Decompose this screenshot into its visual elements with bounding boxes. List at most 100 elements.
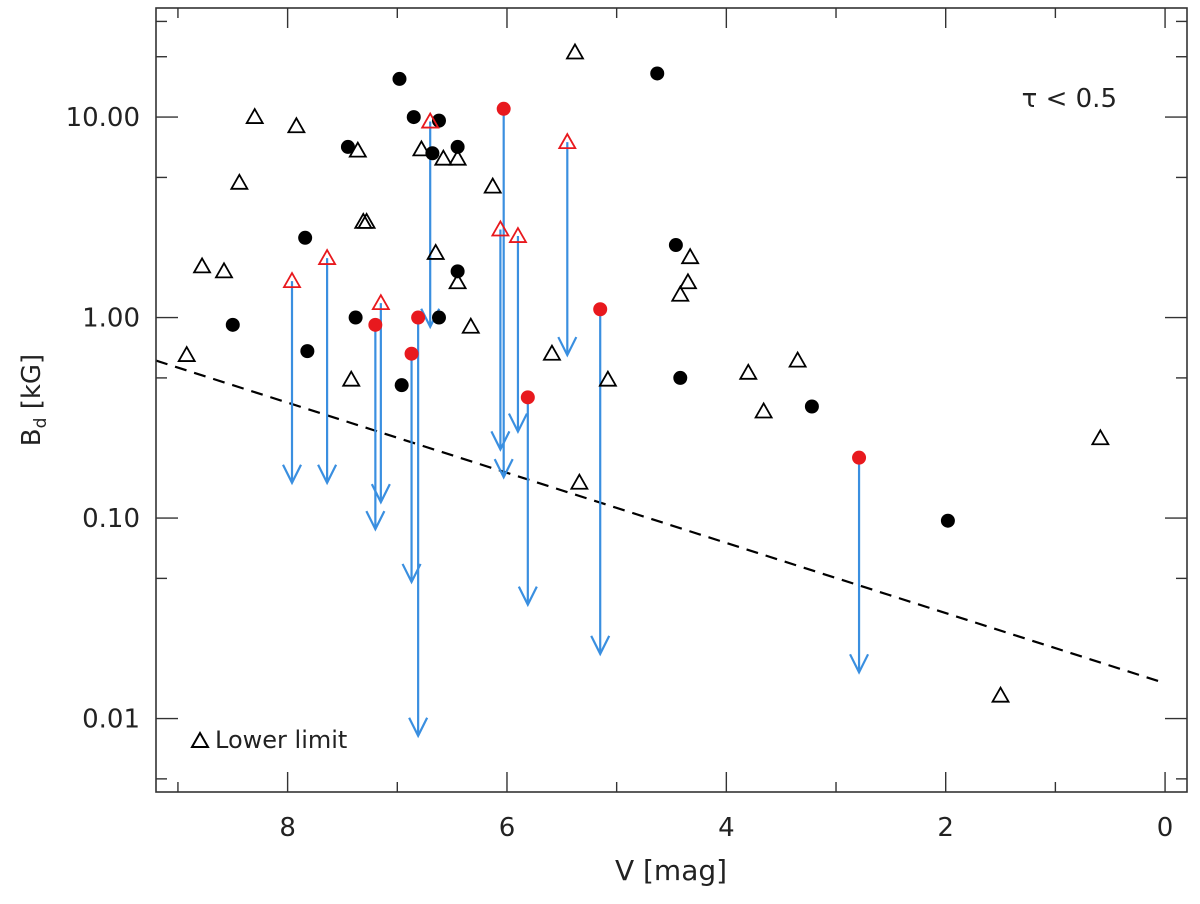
x-tick-label: 4 <box>718 813 735 843</box>
detection-point <box>450 139 465 154</box>
lower-limit-triangle <box>433 148 453 166</box>
upper-limit-arrow <box>370 303 391 505</box>
lower-limit-triangle <box>229 172 249 190</box>
lower-limit-triangle <box>680 247 700 265</box>
arrow-head <box>490 430 511 452</box>
arrow-head <box>365 510 386 532</box>
red-lower-limit-triangle <box>508 226 528 243</box>
detection-point <box>650 66 665 81</box>
red-lower-limit-triangle <box>282 271 302 288</box>
detection-point <box>804 399 819 414</box>
y-tick-label: 1.00 <box>82 304 140 334</box>
detection-point <box>450 264 465 279</box>
tau-annotation: τ < 0.5 <box>1022 84 1117 114</box>
lower-limit-triangle <box>678 272 698 290</box>
y-axis-label: Bd [kG] <box>17 354 51 446</box>
legend-triangle-icon <box>190 730 210 748</box>
lower-limit-triangle <box>670 284 690 302</box>
lower-limit-triangle <box>565 42 585 60</box>
red-lower-limit-triangle <box>420 111 440 129</box>
upper-limit-arrow <box>590 309 611 657</box>
red-detection-point <box>852 450 867 465</box>
upper-limit-arrows <box>282 108 870 739</box>
detection-point <box>406 110 421 125</box>
lower-limit-triangle <box>192 256 212 274</box>
red-detection-point <box>368 317 383 332</box>
legend-label: Lower limit <box>215 726 347 754</box>
trend-dashed-line <box>155 359 1166 685</box>
arrow-head <box>557 336 578 358</box>
detection-point <box>940 513 955 528</box>
trend-line-layer <box>155 359 1166 685</box>
upper-limit-arrow <box>408 317 429 739</box>
arrow-head <box>590 635 611 657</box>
detection-point <box>300 344 315 359</box>
y-axis-label-main: B <box>17 428 47 446</box>
lower-limit-triangle <box>177 345 197 362</box>
red-detection-point <box>404 346 419 361</box>
arrow-head <box>370 483 391 505</box>
y-tick-label: 0.01 <box>82 705 140 735</box>
lower-limit-triangle <box>448 148 468 166</box>
y-tick-label: 10.00 <box>66 103 140 133</box>
upper-limit-arrow <box>365 324 386 532</box>
red-detection-point <box>593 302 608 317</box>
lower-limit-triangle <box>990 685 1011 703</box>
detection-point <box>431 310 446 325</box>
y-tick-labels: 0.01 0.10 1.00 10.00 <box>66 103 140 734</box>
upper-limit-arrow <box>282 281 302 486</box>
arrow-head <box>317 464 338 486</box>
lower-limit-triangle <box>754 401 774 419</box>
detection-point <box>673 370 688 385</box>
detection-point <box>668 238 683 253</box>
arrow-head <box>493 458 514 480</box>
x-axis-label: V [mag] <box>615 854 727 887</box>
upper-limit-arrow <box>507 236 528 435</box>
y-tick-label: 0.10 <box>82 504 140 534</box>
lower-limit-triangle <box>426 243 446 260</box>
lower-limit-triangle <box>569 472 589 490</box>
y-axis-label-subscript: d <box>31 418 51 429</box>
arrow-head <box>282 464 302 486</box>
plot-frame <box>155 7 1188 793</box>
detection-point <box>392 71 407 86</box>
red-lower-limit-triangle <box>317 248 337 265</box>
lower-limit-triangle <box>214 261 234 279</box>
lower-limit-triangle <box>286 116 306 134</box>
lower-limit-triangle <box>483 176 503 194</box>
upper-limit-arrow <box>317 258 338 486</box>
upper-limit-arrow <box>517 397 538 608</box>
detection-point <box>340 139 355 154</box>
arrow-head <box>517 586 538 608</box>
data-markers <box>177 42 1110 703</box>
arrow-head <box>408 717 429 739</box>
legend: Lower limit <box>190 726 347 754</box>
red-detection-point <box>520 390 535 405</box>
lower-limit-triangle <box>738 363 758 380</box>
lower-limit-triangle <box>1090 428 1110 446</box>
x-tick-label: 2 <box>937 813 954 843</box>
lower-limit-triangle <box>357 212 377 229</box>
red-lower-limit-triangle <box>557 132 577 150</box>
upper-limit-arrow <box>849 457 870 675</box>
detection-point <box>225 317 240 332</box>
detection-point <box>394 378 409 393</box>
lower-limit-triangle <box>461 316 481 334</box>
x-tick-label: 8 <box>279 813 296 843</box>
detection-point <box>298 230 313 245</box>
lower-limit-triangle <box>348 140 368 158</box>
lower-limit-triangle <box>411 139 431 157</box>
upper-limit-arrow <box>557 142 578 358</box>
x-tick-label: 0 <box>1157 813 1174 843</box>
x-tick-label: 6 <box>499 813 516 843</box>
x-tick-labels: 8 6 4 2 0 <box>279 813 1173 843</box>
lower-limit-triangle <box>788 350 808 368</box>
lower-limit-triangle <box>598 369 618 387</box>
upper-limit-arrow <box>490 229 511 452</box>
detection-point <box>425 146 440 161</box>
arrow-head <box>849 653 870 675</box>
lower-limit-triangle <box>245 107 265 124</box>
red-detection-point <box>411 310 426 325</box>
arrow-head <box>507 413 528 435</box>
